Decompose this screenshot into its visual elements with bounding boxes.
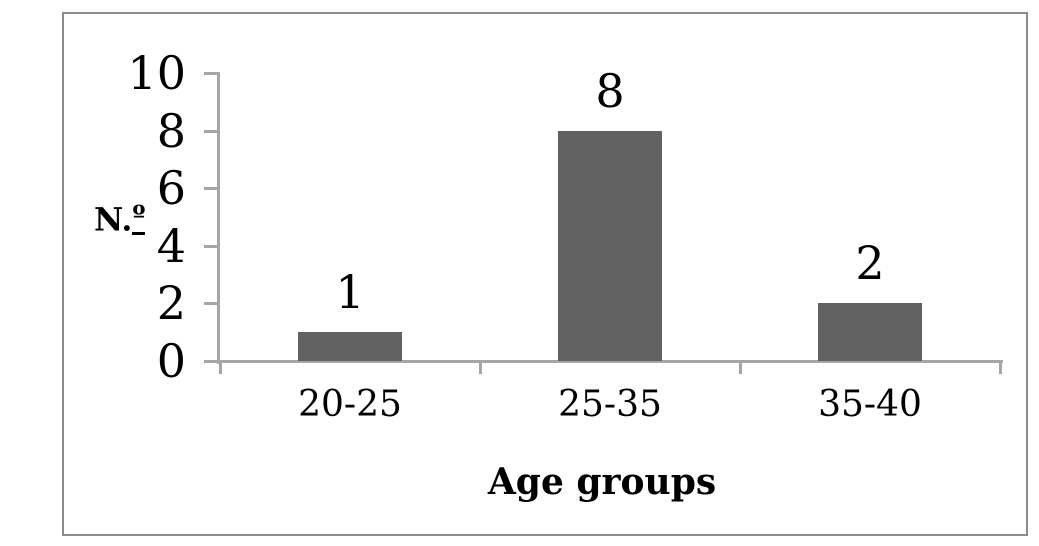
y-axis-tick bbox=[204, 360, 220, 363]
x-axis-tick bbox=[999, 361, 1002, 374]
y-axis-tick bbox=[204, 187, 220, 191]
bar-25-35 bbox=[558, 130, 662, 361]
y-axis-title: N.º bbox=[94, 196, 146, 240]
x-axis-line bbox=[217, 360, 1003, 363]
y-axis-tick-label: 0 bbox=[156, 334, 186, 388]
y-axis-tick-label: 6 bbox=[156, 161, 186, 216]
x-axis-category-label: 35-40 bbox=[818, 384, 922, 425]
y-axis-title-text: N. bbox=[94, 200, 133, 239]
y-axis-tick bbox=[204, 72, 220, 75]
bar-value-label: 8 bbox=[595, 63, 625, 118]
bar-20-25 bbox=[298, 332, 402, 361]
x-axis-category-label: 25-35 bbox=[558, 384, 662, 425]
bar-value-label: 2 bbox=[855, 236, 885, 291]
figure-border bbox=[62, 12, 1028, 536]
y-axis-tick bbox=[204, 129, 220, 133]
x-axis-title: Age groups bbox=[487, 461, 717, 503]
bar-value-label: 1 bbox=[335, 265, 365, 320]
x-axis-tick bbox=[219, 361, 222, 374]
y-axis-tick-label: 10 bbox=[127, 46, 186, 100]
y-axis-tick bbox=[204, 244, 220, 248]
y-axis-tick bbox=[204, 302, 220, 306]
y-axis-tick-label: 2 bbox=[156, 276, 186, 331]
x-axis-category-label: 20-25 bbox=[298, 384, 402, 425]
x-axis-tick bbox=[739, 361, 742, 374]
bar-35-40 bbox=[818, 303, 922, 361]
y-axis-title-ordinal: º bbox=[132, 200, 146, 235]
y-axis-tick-label: 4 bbox=[156, 218, 186, 273]
x-axis-tick bbox=[479, 361, 482, 374]
y-axis-tick-label: 8 bbox=[156, 103, 186, 158]
y-axis-line bbox=[217, 73, 220, 364]
